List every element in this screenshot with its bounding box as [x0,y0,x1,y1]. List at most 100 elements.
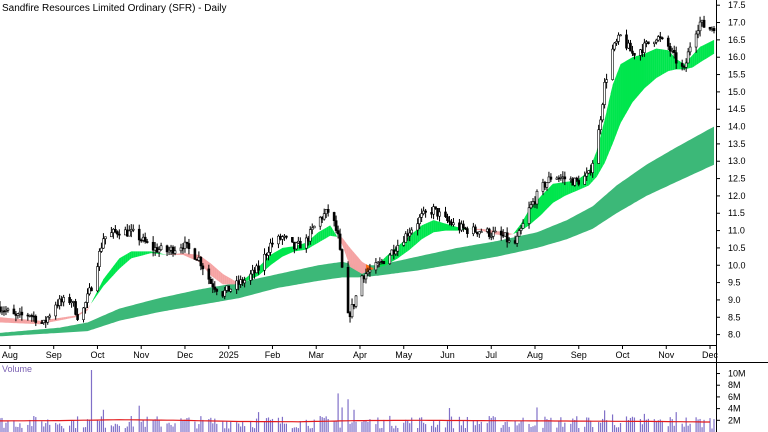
volume-bar [669,417,671,432]
volume-bar [138,405,140,432]
volume-bar [355,421,357,432]
long-term-band [0,126,714,337]
short-term-band-segment [141,251,144,256]
volume-bar [395,425,397,432]
short-term-band-segment [21,319,24,324]
volume-tick-label: 4M [728,404,741,414]
volume-bar [488,416,490,432]
price-bar [131,224,135,233]
volume-bar [351,422,353,432]
short-term-band-segment [178,253,182,255]
short-term-band-segment [278,249,281,260]
volume-bar [536,407,538,432]
volume-bar [606,420,608,432]
volume-bar [393,428,395,432]
volume-bar [363,420,365,432]
volume-bar [17,426,19,432]
volume-bar [556,427,558,432]
short-term-band-segment [312,235,315,247]
short-term-band-segment [606,102,609,159]
short-term-band-segment [700,45,703,63]
short-term-band-segment [318,231,321,243]
price-bar [285,235,288,240]
volume-bar [480,421,482,432]
volume-bar [550,417,552,432]
price-bar [527,201,531,229]
volume-bar [327,419,329,432]
y-tick-label: 8.0 [728,330,741,340]
short-term-band-segment [540,193,544,215]
short-term-band-segment [352,250,355,270]
price-bar [535,189,539,209]
volume-bar [615,427,618,432]
short-term-band-segment [326,226,329,239]
price-bar [674,46,678,69]
volume-bar [659,419,661,432]
short-term-band-segment [628,58,631,110]
volume-bar [299,421,301,432]
price-bar [659,31,662,43]
volume-bar [102,409,105,432]
volume-bar [98,421,101,432]
price-bar [183,236,187,253]
y-tick-label: 11.5 [728,208,745,218]
volume-bar [128,421,130,432]
volume-bar [271,418,274,432]
volume-title: Volume [2,364,32,374]
price-bar [74,298,77,316]
short-term-band-segment [101,279,104,289]
x-tick-label: Aug [2,350,18,360]
volume-bar [57,424,59,432]
price-bars [0,15,716,329]
short-term-band-segment [634,56,637,100]
short-term-band-segment [79,312,82,315]
short-term-band-segment [648,51,651,85]
short-term-band-segment [1,317,5,323]
volume-bar [124,428,126,432]
volume-bar [570,423,572,432]
price-bar [6,307,10,313]
x-tick-label: May [395,350,413,360]
volume-bar [210,417,212,432]
short-term-band-segment [147,251,150,255]
price-bar [360,274,364,297]
volume-bar [494,417,496,432]
price-bar [404,231,408,243]
volume-bar [86,419,89,432]
short-term-band-segment [429,221,432,235]
volume-bar [90,370,93,432]
volume-bar [681,423,683,432]
short-term-band-segment [350,247,353,269]
volume-bars [0,370,715,432]
x-tick-label: Jul [485,350,497,360]
price-bar [613,42,616,52]
volume-bar [444,427,447,432]
short-term-band-segment [650,50,653,84]
price-bar [34,314,38,327]
volume-bar [43,426,45,432]
volume-bar [293,427,295,432]
short-term-band-segment [276,250,279,261]
price-bar [211,278,215,294]
volume-bar [283,423,286,432]
volume-bar [689,423,691,432]
price-bar [114,225,117,234]
volume-bar [236,422,238,432]
short-term-band-segment [356,254,359,272]
volume-bar [118,425,120,432]
price-bar [478,231,481,238]
short-term-band-segment [91,298,94,303]
short-term-band-segment [451,225,454,231]
volume-bar [152,419,154,432]
volume-bar [434,427,437,432]
short-term-band-segment [692,53,695,68]
price-bar [657,35,660,42]
y-tick-label: 16.5 [728,35,746,45]
short-term-band-segment [346,242,349,262]
short-term-band-segment [660,49,663,76]
short-term-band-segment [678,60,681,70]
short-term-band-segment [554,183,557,202]
volume-bar [584,426,586,432]
short-term-band-segment [137,251,140,257]
short-term-band-segment [272,252,275,264]
